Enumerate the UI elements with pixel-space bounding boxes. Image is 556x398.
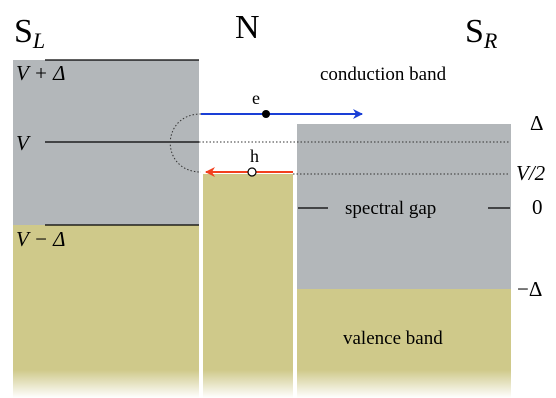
- title-s-left: SL: [14, 13, 45, 53]
- n-fade: [203, 370, 293, 398]
- sr-gap-region: [297, 124, 511, 289]
- hole-dot: [247, 167, 257, 177]
- title-s-right: SR: [465, 13, 498, 53]
- label-electron: e: [252, 88, 260, 108]
- label-zero: 0: [532, 195, 543, 219]
- label-hole: h: [250, 146, 259, 166]
- label-half-v: V/2: [516, 161, 546, 185]
- sr-fade: [297, 370, 511, 398]
- sr-filled-region: [297, 289, 511, 370]
- electron-dot: [262, 110, 270, 118]
- sl-filled-region: [13, 225, 199, 370]
- label-v: V: [16, 131, 31, 155]
- title-n: N: [235, 9, 260, 46]
- label-conduction-band: conduction band: [320, 64, 447, 85]
- n-filled-region: [203, 174, 293, 370]
- sl-fade: [13, 370, 199, 398]
- label-valence-band: valence band: [343, 328, 443, 349]
- label-v-plus-delta: V + Δ: [16, 61, 65, 85]
- label-spectral-gap: spectral gap: [345, 198, 436, 219]
- label-neg-delta: −Δ: [517, 277, 542, 301]
- label-delta: Δ: [530, 111, 544, 135]
- label-v-minus-delta: V − Δ: [16, 227, 65, 251]
